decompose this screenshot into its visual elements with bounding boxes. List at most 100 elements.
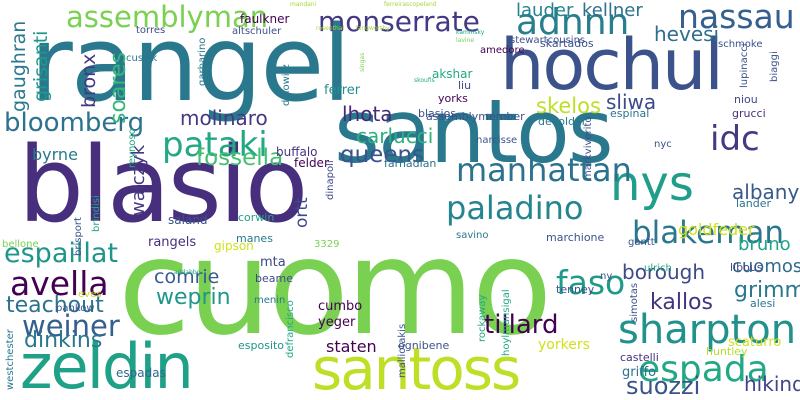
word: felder	[294, 156, 329, 170]
word: torres	[136, 25, 166, 36]
word: ny	[600, 271, 613, 282]
word: lauder	[516, 0, 574, 21]
word: dinapoli	[325, 160, 336, 200]
word: lander	[736, 197, 772, 210]
word: kellner	[582, 0, 643, 21]
word: hikind	[744, 372, 800, 396]
word: mta	[260, 255, 286, 270]
word: kallos	[650, 290, 713, 315]
word: weiner	[22, 309, 120, 343]
word: yorks	[438, 92, 468, 105]
word: espada	[638, 349, 769, 390]
word: weprin	[156, 285, 231, 310]
word: markviverito	[583, 116, 594, 180]
word: yeger	[318, 315, 356, 330]
word: ferrer	[324, 83, 361, 98]
word: faso	[556, 263, 626, 302]
word: schmoke	[718, 39, 763, 50]
word: buffalo	[276, 145, 318, 159]
word: gipson	[214, 239, 254, 253]
word: nassau	[678, 0, 795, 36]
word: bloomberg	[4, 108, 145, 138]
word: espaillat	[4, 238, 118, 269]
word: biaggi	[769, 51, 780, 82]
word: dinkins	[24, 328, 103, 353]
word: bruno	[738, 234, 791, 255]
word: cuomos	[732, 256, 800, 277]
word: dinowitz	[281, 64, 292, 106]
word: paladino	[446, 189, 584, 227]
word: eves	[78, 289, 102, 300]
word: goldfeder	[678, 220, 755, 239]
word: castelli	[620, 351, 659, 364]
word: fossella	[196, 145, 284, 171]
word: corwin	[238, 211, 275, 224]
word: espinal	[610, 107, 650, 120]
word: altschuler	[232, 26, 282, 37]
word: beame	[255, 272, 293, 285]
word: alesi	[750, 297, 776, 310]
word: amedore	[480, 45, 525, 56]
word: queens	[340, 142, 425, 168]
word: langworthy	[356, 25, 390, 32]
word: lhota	[342, 102, 393, 126]
word: ulrich	[644, 263, 672, 274]
word: mandani	[290, 1, 317, 8]
word: defrancisco	[285, 300, 296, 358]
word: blasios	[418, 107, 457, 120]
word: niou	[734, 93, 758, 106]
word: skelos	[536, 94, 601, 118]
word: narcisse	[476, 135, 518, 146]
word: lavine	[456, 37, 475, 44]
word: assemblymember	[426, 110, 525, 123]
word: liu	[458, 79, 472, 92]
word: savino	[456, 230, 489, 241]
word: kaminsky	[456, 29, 485, 36]
word: grimm	[734, 278, 800, 303]
word: akshar	[432, 67, 473, 81]
word: hevesi	[654, 22, 720, 46]
word: hoylmansigal	[501, 289, 512, 356]
word: rosenthal	[316, 25, 345, 32]
word: huntley	[706, 345, 748, 358]
word: staten	[326, 337, 377, 356]
word: borough	[622, 260, 705, 284]
word: westchester	[5, 329, 16, 390]
word: marchione	[546, 231, 605, 244]
word: ferreirascopeland	[384, 1, 437, 8]
word: bellone	[2, 239, 39, 250]
word: saland	[168, 213, 208, 227]
word: griffo	[622, 365, 657, 380]
word: brindisi	[91, 195, 102, 232]
word: cumbo	[318, 299, 363, 314]
word: faulkner	[240, 12, 290, 26]
word: adnnn	[516, 2, 630, 43]
word: santos	[334, 80, 614, 183]
word: byrne	[32, 145, 78, 164]
word: devolder	[538, 115, 587, 128]
word: suozzi	[626, 372, 701, 400]
word: farhadian	[384, 157, 437, 170]
word: nys	[610, 156, 694, 212]
word: albany	[732, 180, 800, 204]
word: rockaway	[477, 294, 488, 342]
word: skoufis	[414, 77, 435, 84]
word: skartados	[540, 37, 594, 50]
word: ognibene	[398, 339, 450, 352]
word: scaturro	[728, 335, 782, 350]
word: zeldin	[20, 330, 194, 400]
word: addabbo	[174, 269, 201, 276]
word: comrie	[154, 266, 220, 288]
word: cuomo	[118, 211, 552, 365]
word: esposito	[238, 339, 285, 352]
word: idc	[710, 119, 760, 159]
word: pataki	[162, 125, 268, 165]
word: rangels	[148, 235, 197, 250]
word: molinaro	[180, 106, 268, 130]
word: cusick	[126, 53, 158, 64]
word: tillard	[484, 310, 559, 340]
word: ortt	[292, 197, 312, 228]
word: brisport	[73, 217, 84, 256]
word: espadas	[116, 366, 166, 380]
